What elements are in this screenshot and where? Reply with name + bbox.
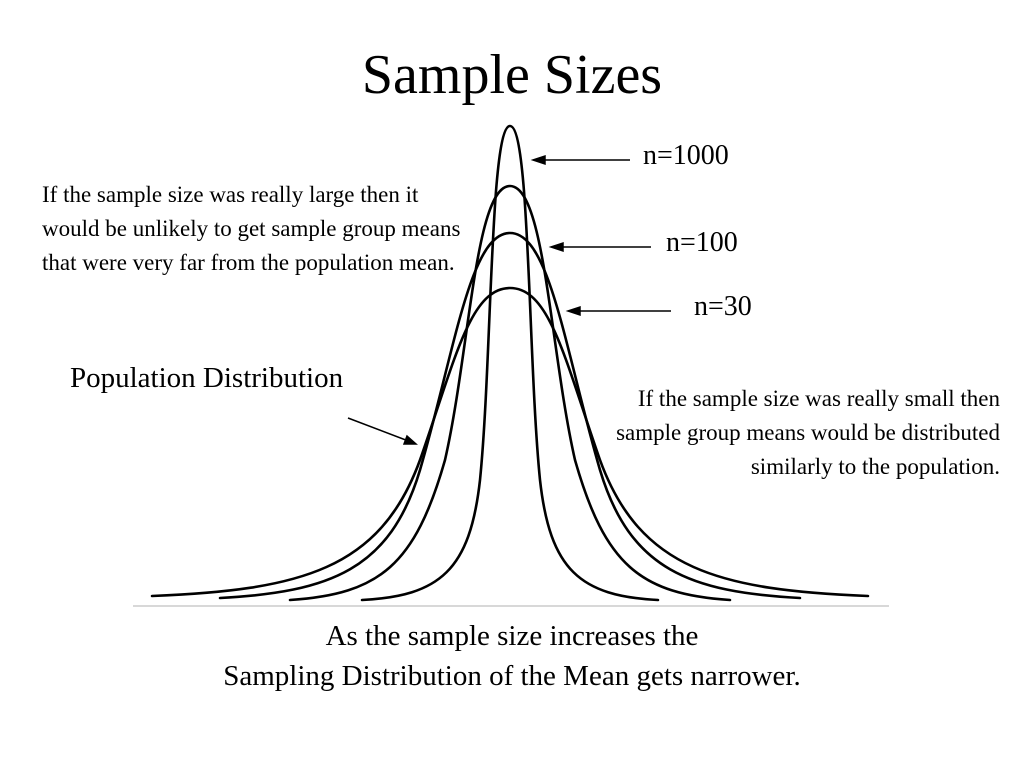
arrow-population bbox=[347, 417, 412, 443]
sampling-curve-n30 bbox=[218, 231, 802, 600]
sampling-curve-n1000 bbox=[360, 124, 660, 602]
arrowhead-n30 bbox=[565, 305, 581, 317]
label-n30: n=30 bbox=[694, 291, 752, 322]
caption-line-1: As the sample size increases the bbox=[325, 620, 699, 652]
arrowhead-population bbox=[402, 434, 418, 445]
caption-line-2: Sampling Distribution of the Mean gets n… bbox=[223, 660, 801, 692]
label-n100: n=100 bbox=[666, 227, 738, 258]
sampling-curve-n100 bbox=[288, 184, 732, 602]
note-large-sample: If the sample size was really large then… bbox=[42, 182, 461, 275]
arrowhead-n100 bbox=[548, 241, 564, 253]
caption: As the sample size increases the Samplin… bbox=[0, 616, 1024, 696]
label-n1000: n=1000 bbox=[643, 140, 729, 171]
arrowhead-n1000 bbox=[530, 154, 546, 166]
label-population-distribution: Population Distribution bbox=[70, 362, 344, 394]
slide-title: Sample Sizes bbox=[361, 44, 663, 106]
population-distribution-curve bbox=[150, 286, 870, 598]
note-small-sample: If the sample size was really small then… bbox=[616, 386, 1000, 479]
